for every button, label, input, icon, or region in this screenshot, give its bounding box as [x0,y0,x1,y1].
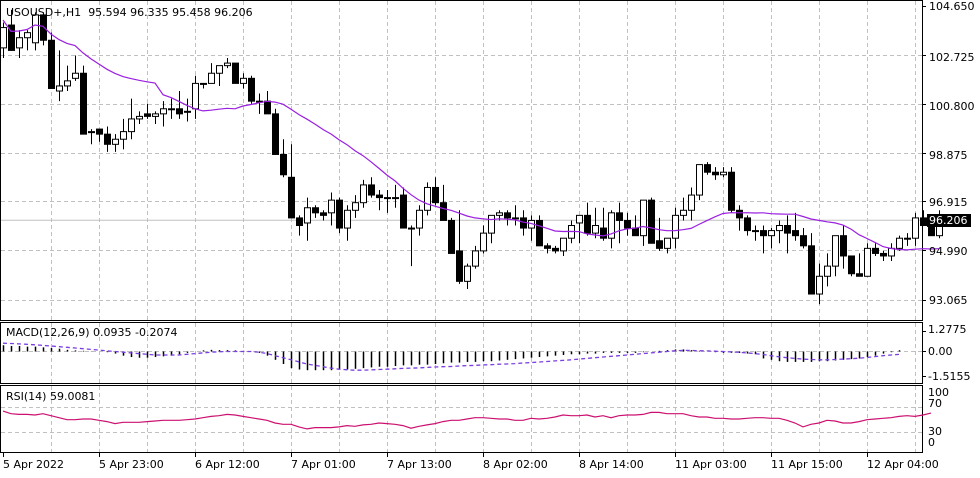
ohlc-values: 95.594 96.335 95.458 96.206 [88,6,253,19]
time-label: 11 Apr 03:00 [675,458,747,471]
rsi-tick: 70 [928,397,942,410]
price-tick: 93.065 [929,294,968,307]
rsi-tick: 0 [928,436,935,449]
axis-ticks [3,6,926,457]
current-price-badge: 96.206 [927,214,971,227]
time-label: 11 Apr 15:00 [771,458,843,471]
time-label: 12 Apr 04:00 [867,458,939,471]
price-tick: 104.650 [929,0,975,13]
price-tick: 96.915 [929,196,968,209]
time-label: 6 Apr 12:00 [195,458,260,471]
price-tick: 94.990 [929,245,968,258]
macd-tick: 1.2775 [928,323,967,336]
time-label: 8 Apr 14:00 [579,458,644,471]
symbol-header: USOUSD+,H1 95.594 96.335 95.458 96.206 [6,6,253,19]
price-tick: 102.725 [929,51,975,64]
price-tick: 100.800 [929,100,975,113]
macd-histogram [2,345,901,371]
price-tick: 98.875 [929,149,968,162]
time-label: 5 Apr 23:00 [99,458,164,471]
macd-tick: -1.5155 [928,370,971,383]
time-label: 7 Apr 01:00 [291,458,356,471]
candlesticks [0,9,943,305]
rsi-line [2,410,932,430]
moving-average-line [2,19,940,251]
macd-label: MACD(12,26,9) 0.0935 -0.2074 [6,326,178,339]
time-label: 5 Apr 2022 [3,458,65,471]
symbol-timeframe: USOUSD+,H1 [6,6,82,19]
price-panel[interactable] [0,0,943,321]
rsi-grid [1,386,922,452]
rsi-tick: 100 [928,386,949,399]
time-label: 7 Apr 13:00 [387,458,452,471]
macd-signal-line [2,342,900,371]
macd-tick: 0.00 [928,345,953,358]
rsi-label: RSI(14) 59.0081 [6,390,96,403]
rsi-panel[interactable] [0,385,932,453]
time-label: 8 Apr 02:00 [483,458,548,471]
rsi-tick: 30 [928,425,942,438]
macd-panel-frame [0,322,923,384]
macd-panel[interactable] [0,322,923,384]
rsi-panel-frame [0,385,923,453]
